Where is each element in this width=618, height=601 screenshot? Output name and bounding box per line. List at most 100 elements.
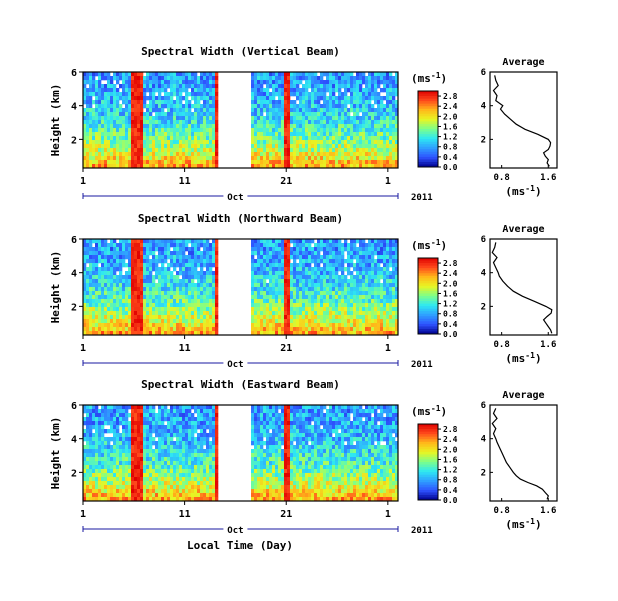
heatmap-cell <box>257 303 261 308</box>
heatmap-cell <box>356 247 360 252</box>
heatmap-cell <box>275 263 279 268</box>
heatmap-cell <box>296 303 300 308</box>
heatmap-cell <box>92 409 96 414</box>
heatmap-cell <box>143 148 147 153</box>
heatmap-cell <box>374 140 378 145</box>
heatmap-cell <box>290 315 294 320</box>
heatmap-cell <box>188 72 192 77</box>
heatmap-cell <box>380 311 384 316</box>
heatmap-cell <box>95 457 99 462</box>
heatmap-cell <box>326 295 330 300</box>
heatmap-cell <box>158 299 162 304</box>
heatmap-cell <box>266 311 270 316</box>
heatmap-cell <box>176 319 180 324</box>
colorbar-segment <box>418 134 438 137</box>
heatmap-cell <box>350 96 354 101</box>
heatmap-cell <box>92 247 96 252</box>
heatmap-cell <box>332 140 336 145</box>
heatmap-cell <box>215 128 219 133</box>
heatmap-cell <box>281 251 285 256</box>
heatmap-cell <box>329 307 333 312</box>
heatmap-cell <box>260 327 264 332</box>
heatmap-cell <box>98 319 102 324</box>
heatmap-cell <box>344 152 348 157</box>
heatmap-cell <box>185 295 189 300</box>
heatmap-cell <box>86 405 90 410</box>
heatmap-cell <box>83 319 87 324</box>
heatmap-cell <box>176 104 180 109</box>
heatmap-cell <box>251 291 255 296</box>
heatmap-cell <box>278 84 282 89</box>
heatmap-cell <box>335 327 339 332</box>
heatmap-cell <box>329 247 333 252</box>
heatmap-cell <box>176 136 180 141</box>
heatmap-cell <box>179 140 183 145</box>
heatmap-cell <box>167 283 171 288</box>
heatmap-cell <box>332 112 336 117</box>
heatmap-cell <box>314 84 318 89</box>
heatmap-cell <box>95 112 99 117</box>
heatmap-cell <box>311 116 315 121</box>
heatmap-cell <box>98 255 102 260</box>
heatmap-cell <box>212 287 216 292</box>
heatmap-cell <box>125 485 129 490</box>
heatmap-cell <box>128 76 132 81</box>
heatmap-cell <box>125 437 129 442</box>
heatmap-cell <box>200 124 204 129</box>
heatmap-cell <box>362 283 366 288</box>
heatmap-cell <box>188 116 192 121</box>
heatmap-cell <box>197 156 201 161</box>
heatmap-cell <box>302 88 306 93</box>
heatmap-cell <box>320 291 324 296</box>
heatmap-cell <box>194 271 198 276</box>
heatmap-cell <box>287 299 291 304</box>
heatmap-cell <box>302 92 306 97</box>
heatmap-cell <box>263 259 267 264</box>
heatmap-cell <box>362 315 366 320</box>
heatmap-cell <box>137 247 141 252</box>
heatmap-cell <box>380 140 384 145</box>
heatmap-cell <box>302 275 306 280</box>
heatmap-cell <box>197 323 201 328</box>
heatmap-cell <box>176 96 180 101</box>
heatmap-cell <box>119 493 123 498</box>
heatmap-cell <box>194 311 198 316</box>
heatmap-cell <box>395 72 399 77</box>
heatmap-cell <box>329 88 333 93</box>
heatmap-cell <box>311 267 315 272</box>
heatmap-cell <box>305 319 309 324</box>
heatmap-cell <box>101 164 105 169</box>
heatmap-cell <box>368 92 372 97</box>
heatmap-cell <box>89 275 93 280</box>
heatmap-cell <box>275 132 279 137</box>
heatmap-cell <box>392 287 396 292</box>
heatmap-cell <box>125 76 129 81</box>
heatmap-cell <box>107 152 111 157</box>
heatmap-cell <box>272 120 276 125</box>
heatmap-cell <box>305 259 309 264</box>
heatmap-cell <box>155 315 159 320</box>
heatmap-cell <box>110 96 114 101</box>
heatmap-cell <box>125 88 129 93</box>
heatmap-cell <box>86 449 90 454</box>
heatmap-cell <box>335 104 339 109</box>
heatmap-cell <box>299 239 303 244</box>
heatmap-cell <box>356 267 360 272</box>
heatmap-cell <box>350 251 354 256</box>
heatmap-cell <box>329 239 333 244</box>
heatmap-cell <box>386 80 390 85</box>
heatmap-cell <box>89 148 93 153</box>
heatmap-cell <box>356 120 360 125</box>
heatmap-cell <box>110 331 114 336</box>
heatmap-cell <box>194 295 198 300</box>
heatmap-cell <box>212 164 216 169</box>
heatmap-cell <box>161 247 165 252</box>
heatmap-cell <box>311 299 315 304</box>
heatmap-cell <box>194 100 198 105</box>
heatmap-cell <box>365 323 369 328</box>
heatmap-cell <box>359 128 363 133</box>
heatmap-cell <box>110 84 114 89</box>
heatmap-cell <box>149 80 153 85</box>
heatmap-cell <box>104 136 108 141</box>
heatmap-cell <box>353 291 357 296</box>
